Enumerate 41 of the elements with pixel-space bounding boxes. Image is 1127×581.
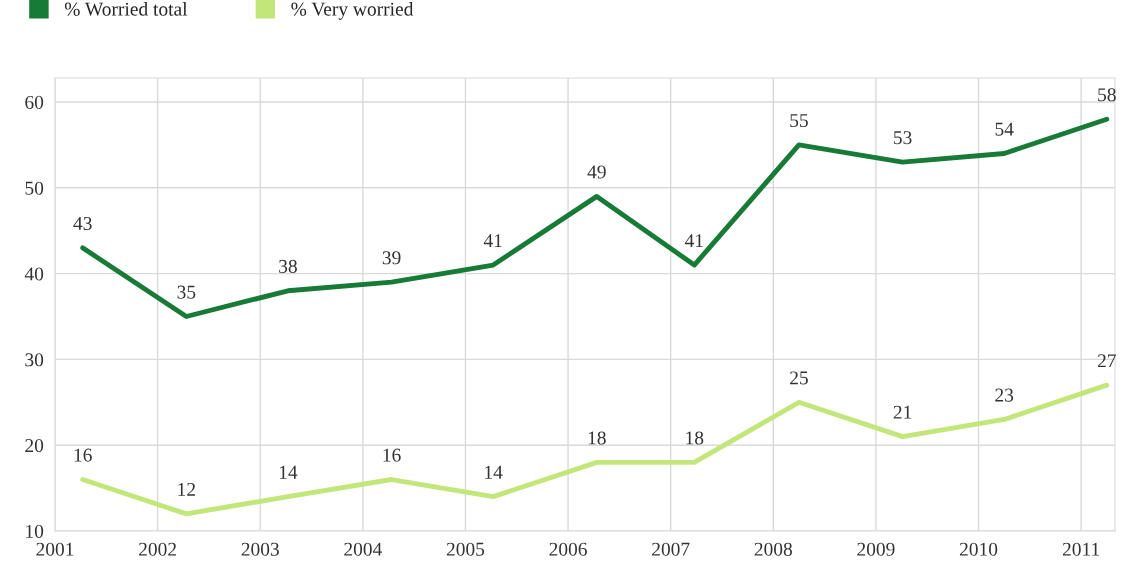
data-label: 41 <box>483 234 502 247</box>
x-tick-label: 2004 <box>344 542 382 556</box>
y-tick-label: 60 <box>25 95 44 109</box>
data-label: 14 <box>279 465 298 479</box>
x-tick-label: 2006 <box>549 542 587 556</box>
data-label: 16 <box>383 448 401 462</box>
data-label: 18 <box>686 431 704 445</box>
data-label: 49 <box>587 165 606 179</box>
legend-label: % Worried total <box>64 2 188 16</box>
data-label: 54 <box>995 122 1014 136</box>
x-tick-label: 2010 <box>959 542 998 556</box>
data-label: 25 <box>790 371 808 385</box>
data-label: 43 <box>73 216 92 231</box>
y-tick-label: 40 <box>24 267 44 281</box>
x-tick-label: 2001 <box>36 542 74 556</box>
legend-label: % Very worried <box>291 2 414 20</box>
data-label: 39 <box>382 251 401 265</box>
data-label: 23 <box>995 388 1014 402</box>
x-tick-label: 2007 <box>652 542 690 556</box>
data-label: 58 <box>1098 88 1116 102</box>
data-label: 18 <box>588 431 606 445</box>
data-label: 14 <box>485 465 503 479</box>
data-label: 12 <box>178 482 195 496</box>
data-label: 55 <box>790 114 808 128</box>
x-tick-label: 2003 <box>241 542 279 556</box>
y-tick-label: 20 <box>25 439 44 453</box>
x-tick-label: 2011 <box>1062 542 1100 556</box>
data-label: 53 <box>894 131 912 145</box>
y-tick-label: 10 <box>26 524 44 538</box>
x-tick-label: 2002 <box>139 542 176 556</box>
data-label: 41 <box>684 234 703 247</box>
y-tick-label: 30 <box>25 353 44 367</box>
data-label: 35 <box>177 285 196 299</box>
y-tick-label: 50 <box>25 181 44 195</box>
data-label: 16 <box>74 448 92 462</box>
data-label: 38 <box>279 259 297 273</box>
data-label: 21 <box>893 405 912 419</box>
x-tick-label: 2009 <box>857 542 895 556</box>
data-label: 27 <box>1097 354 1116 368</box>
x-tick-label: 2008 <box>754 542 792 556</box>
x-tick-label: 2005 <box>446 542 485 556</box>
